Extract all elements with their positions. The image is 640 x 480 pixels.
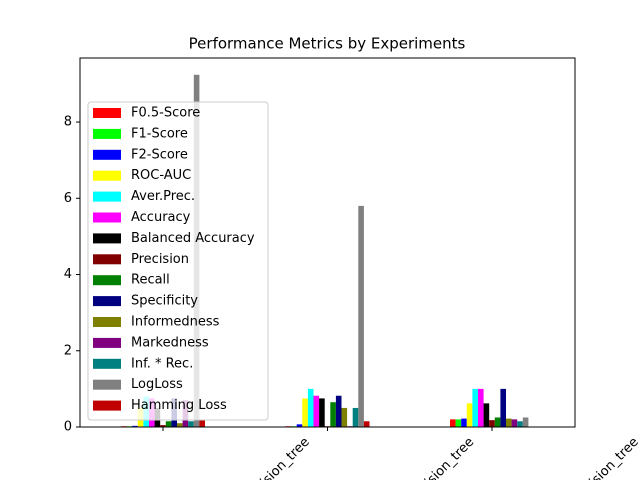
bar (132, 425, 138, 427)
legend-swatch (93, 358, 121, 369)
legend-label: Recall (131, 273, 170, 288)
y-tick-label: 4 (64, 267, 72, 282)
legend-swatch (93, 212, 121, 223)
bar (450, 419, 456, 427)
legend-swatch (93, 233, 121, 244)
y-tick-label: 0 (64, 420, 72, 435)
bar (511, 419, 518, 427)
legend-swatch (93, 296, 121, 307)
legend-label: Inf. * Rec. (131, 356, 193, 371)
bar (455, 419, 462, 427)
legend-swatch (93, 254, 121, 265)
legend-label: Aver.Prec. (131, 189, 195, 204)
bar (335, 395, 342, 427)
bar (517, 421, 523, 427)
bar (307, 388, 314, 427)
bar (341, 407, 348, 427)
y-tick-label: 2 (64, 343, 72, 358)
bar (160, 425, 166, 427)
bar (363, 421, 370, 427)
bar (506, 418, 512, 427)
bar (177, 423, 183, 427)
legend-label: Balanced Accuracy (131, 231, 255, 246)
legend-swatch (93, 275, 121, 286)
legend-swatch (93, 108, 121, 118)
legend-label: F0.5-Score (131, 106, 200, 121)
bar (358, 205, 364, 427)
bar (489, 420, 495, 427)
legend-label: Hamming Loss (131, 398, 227, 413)
bar (494, 417, 501, 427)
legend-swatch (93, 128, 121, 139)
bar (313, 395, 320, 427)
legend-swatch (93, 170, 121, 181)
bar (199, 420, 205, 427)
bar (522, 417, 529, 427)
bar (296, 424, 303, 427)
legend-label: Markedness (131, 335, 209, 350)
bar (352, 407, 359, 427)
y-tick-label: 6 (64, 191, 72, 206)
legend-label: ROC-AUC (131, 168, 191, 183)
legend-label: F1-Score (131, 126, 188, 141)
legend-label: Informedness (131, 315, 220, 330)
legend-label: Accuracy (131, 210, 191, 225)
legend-swatch (93, 337, 121, 348)
y-tick-label: 8 (64, 115, 72, 130)
bar (461, 418, 467, 427)
legend-label: LogLoss (131, 377, 183, 392)
bar (472, 388, 478, 427)
bar (500, 388, 506, 427)
bar (483, 403, 490, 427)
bar (319, 398, 325, 427)
legend-swatch (93, 317, 121, 327)
chart-title: Performance Metrics by Experiments (189, 35, 466, 53)
legend-label: F2-Score (131, 147, 188, 162)
legend-swatch (93, 379, 121, 390)
bar (330, 402, 336, 427)
bar (165, 421, 172, 427)
bar (466, 403, 473, 427)
legend-swatch (93, 400, 121, 411)
bar (188, 421, 194, 427)
legend-swatch (93, 149, 121, 160)
legend-label: Precision (131, 252, 189, 267)
bar (478, 388, 484, 427)
legend: F0.5-Score F1-Score F2-Score ROC-AUC Aver.Pr… (87, 101, 269, 421)
legend-box (87, 101, 269, 421)
legend-label: Specificity (131, 294, 198, 309)
legend-swatch (93, 191, 121, 202)
bar (302, 398, 308, 427)
